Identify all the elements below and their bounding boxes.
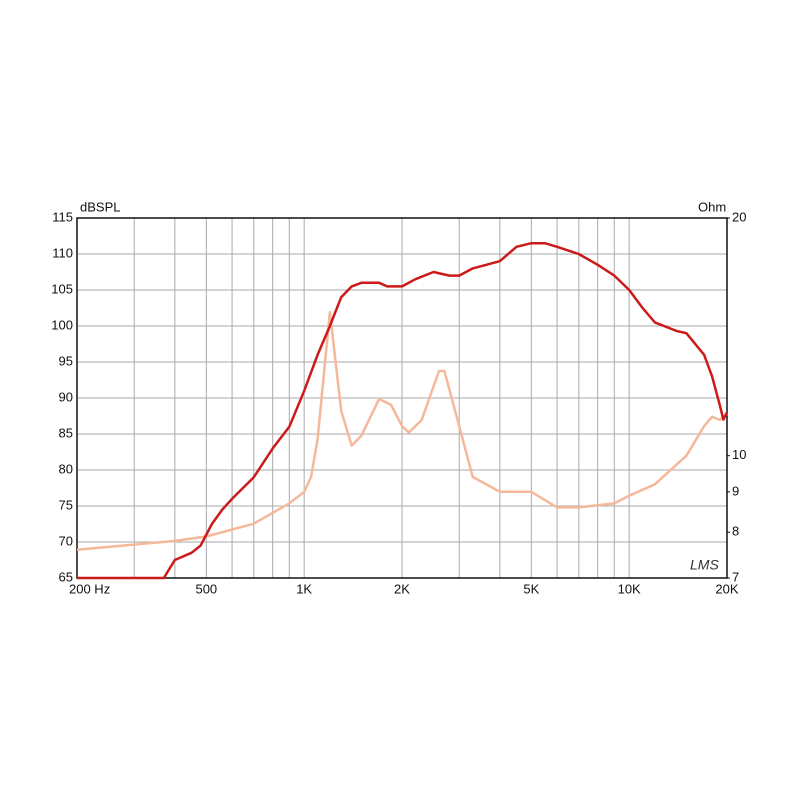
series-line <box>76 310 728 552</box>
y2-tick-label: 9 <box>732 483 739 498</box>
y-tick-label: 65 <box>59 569 73 584</box>
y2-tick-label: 10 <box>732 447 746 462</box>
x-tick-label: 5K <box>523 581 539 596</box>
watermark: LMS <box>690 557 719 573</box>
y-axis-label: dBSPL <box>80 199 120 214</box>
y-tick-label: 75 <box>59 497 73 512</box>
x-tick-label: 200 Hz <box>69 581 110 596</box>
y-tick-label: 95 <box>59 353 73 368</box>
x-tick-label: 1K <box>296 581 312 596</box>
y-tick-label: 90 <box>59 389 73 404</box>
y-tick-label: 110 <box>52 245 73 260</box>
y-tick-label: 80 <box>59 461 73 476</box>
x-tick-label: 20K <box>715 581 738 596</box>
plot-frame <box>76 217 728 579</box>
y-tick-label: 105 <box>51 281 73 296</box>
y2-tick-label: 8 <box>732 524 739 539</box>
x-tick-label: 2K <box>394 581 410 596</box>
x-tick-label: 500 <box>195 581 217 596</box>
y-tick-label: 115 <box>52 209 73 224</box>
series-line <box>77 241 729 580</box>
y2-axis-label: Ohm <box>698 199 726 214</box>
y-tick-label: 100 <box>51 317 73 332</box>
y2-tick-label: 20 <box>732 209 746 224</box>
y2-tick-label: 7 <box>732 569 739 584</box>
y-tick-label: 85 <box>59 425 73 440</box>
x-tick-label: 10K <box>618 581 641 596</box>
y-tick-label: 70 <box>59 533 73 548</box>
